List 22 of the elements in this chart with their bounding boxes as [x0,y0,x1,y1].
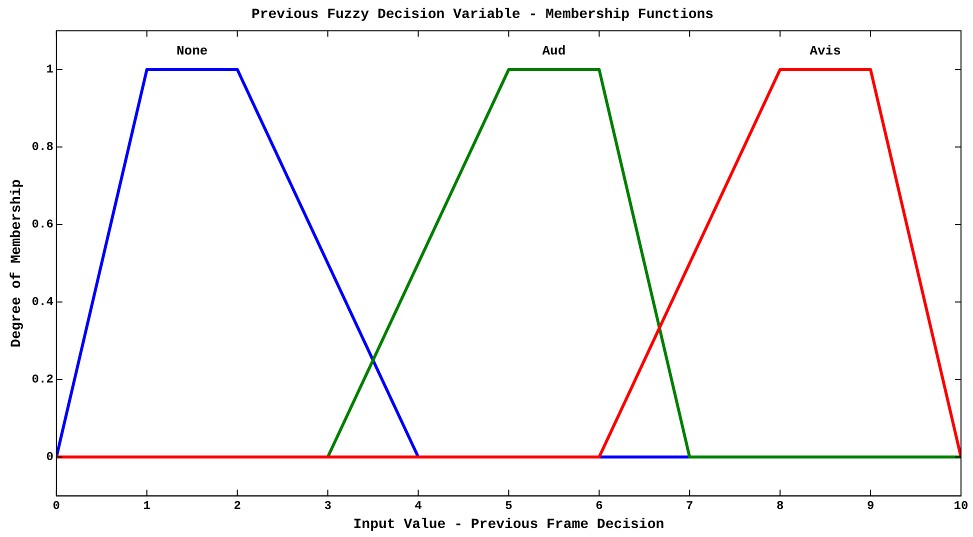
chart-title: Previous Fuzzy Decision Variable - Membership Functions [251,6,714,23]
x-tick-label: 2 [234,499,241,514]
y-tick-label: 0.2 [32,372,54,387]
x-tick-label: 7 [686,499,694,514]
x-tick-label: 3 [324,499,332,514]
y-tick-label: 0.8 [32,140,54,154]
x-tick-label: 5 [505,499,512,514]
series-label: Avis [810,43,842,58]
x-tick-label: 1 [143,499,150,514]
x-tick-label: 10 [954,499,968,514]
x-axis-title: Input Value - Previous Frame Decision [353,517,664,534]
y-tick-label: 0 [46,450,54,464]
y-tick-label: 1 [46,62,54,77]
x-tick-label: 8 [776,499,784,514]
series-label: Aud [542,43,566,58]
x-tick-label: 4 [414,499,422,514]
y-tick-label: 0.4 [32,295,54,310]
y-axis-title: Degree of Membership [8,179,25,348]
y-tick-label: 0.6 [32,218,54,232]
x-tick-label: 9 [866,499,874,514]
series-label: None [176,43,208,58]
x-tick-label: 6 [596,499,603,514]
